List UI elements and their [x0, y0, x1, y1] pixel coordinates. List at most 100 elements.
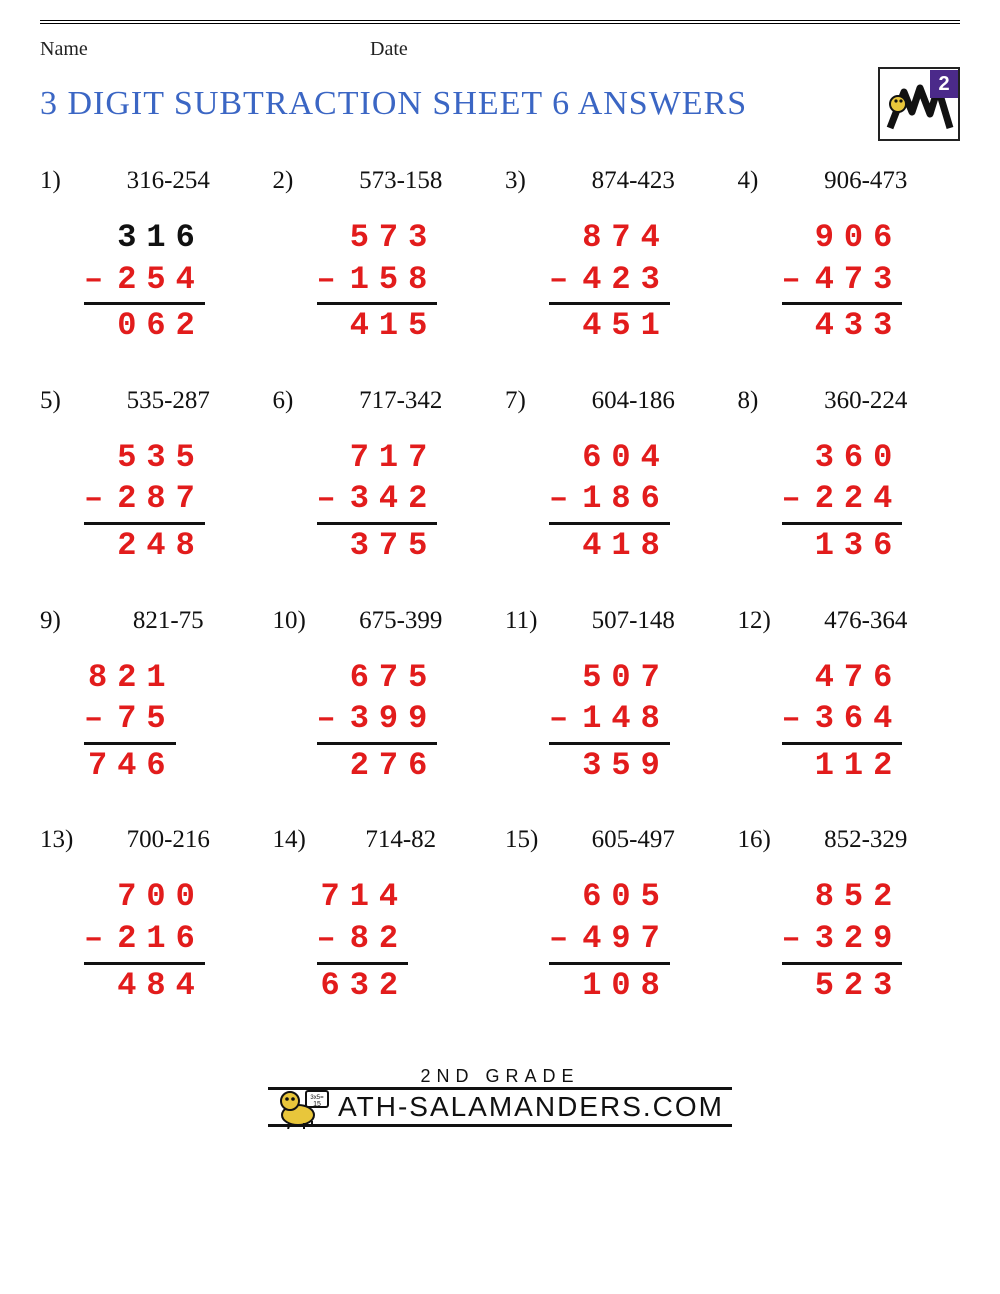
problem-cell: 13)700-216 700–216484 [40, 826, 263, 1006]
problem-header: 4)906-473 [738, 167, 961, 195]
problem-work: 700–216484 [40, 876, 263, 1006]
problem-grid: 1)316-254316–2540622)573-158573–1584153)… [40, 167, 960, 1006]
subtrahend: 75 [117, 698, 175, 740]
problem-cell: 11)507-148507–148359 [505, 607, 728, 787]
difference-answer: 062 [84, 305, 205, 347]
minus-sign: – [317, 698, 336, 740]
minus-sign: – [782, 698, 801, 740]
subtrahend-row: –254 [84, 259, 205, 306]
problem-number: 10) [273, 607, 327, 635]
minuend: 360 [782, 437, 903, 479]
difference-answer: 746 [84, 745, 176, 787]
subtrahend: 148 [582, 698, 670, 740]
difference-answer: 632 [317, 965, 409, 1007]
minus-sign: – [549, 918, 568, 960]
problem-cell: 1)316-254 316–254062 [40, 167, 263, 347]
subtrahend: 399 [350, 698, 438, 740]
difference-answer: 108 [549, 965, 670, 1007]
subtrahend: 254 [117, 259, 205, 301]
problem-work: 573–158415 [273, 217, 496, 347]
minuend: 535 [84, 437, 205, 479]
name-label: Name [40, 38, 370, 61]
minus-sign: – [782, 259, 801, 301]
subtraction-stack: 874–423451 [549, 217, 670, 347]
minuend: 316 [84, 217, 205, 259]
subtrahend-row: –148 [549, 698, 670, 745]
subtrahend-row: –399 [317, 698, 438, 745]
problem-expression: 874-423 [559, 167, 728, 195]
problem-expression: 316-254 [94, 167, 263, 195]
subtrahend: 82 [350, 918, 408, 960]
subtrahend: 216 [117, 918, 205, 960]
worksheet-page: Name Date 3 DIGIT SUBTRACTION SHEET 6 AN… [0, 0, 1000, 1164]
top-rule [40, 20, 960, 24]
subtrahend-row: –75 [84, 698, 176, 745]
problem-header: 3)874-423 [505, 167, 728, 195]
problem-work: 675–399276 [273, 657, 496, 787]
problem-work: 604–186418 [505, 437, 728, 567]
subtrahend: 364 [815, 698, 903, 740]
subtrahend: 224 [815, 478, 903, 520]
subtraction-stack: 604–186418 [549, 437, 670, 567]
difference-answer: 112 [782, 745, 903, 787]
minus-sign: – [317, 478, 336, 520]
difference-answer: 248 [84, 525, 205, 567]
difference-answer: 415 [317, 305, 438, 347]
minuend: 906 [782, 217, 903, 259]
page-footer: 2ND GRADE 3x5= 15 ATH-SALAMANDERS.COM [40, 1066, 960, 1134]
problem-cell: 5)535-287535–287248 [40, 387, 263, 567]
problem-header: 8)360-224 [738, 387, 961, 415]
minuend: 675 [317, 657, 438, 699]
minuend: 852 [782, 876, 903, 918]
problem-expression: 906-473 [792, 167, 961, 195]
problem-number: 1) [40, 167, 94, 195]
subtrahend: 287 [117, 478, 205, 520]
problem-header: 13)700-216 [40, 826, 263, 854]
problem-expression: 476-364 [792, 607, 961, 635]
problem-number: 12) [738, 607, 792, 635]
grade-badge: 2 [930, 70, 958, 98]
title-row: 3 DIGIT SUBTRACTION SHEET 6 ANSWERS 2 [40, 67, 960, 141]
subtraction-stack: 717–342375 [317, 437, 438, 567]
problem-cell: 12)476-364476–364112 [738, 607, 961, 787]
problem-work: 535–287248 [40, 437, 263, 567]
difference-answer: 418 [549, 525, 670, 567]
problem-header: 15)605-497 [505, 826, 728, 854]
problem-cell: 8)360-224360–224136 [738, 387, 961, 567]
subtraction-stack: 906–473433 [782, 217, 903, 347]
minus-sign: – [317, 918, 336, 960]
difference-answer: 375 [317, 525, 438, 567]
problem-work: 874–423451 [505, 217, 728, 347]
problem-cell: 16)852-329852–329523 [738, 826, 961, 1006]
footer-site-banner: 3x5= 15 ATH-SALAMANDERS.COM [268, 1087, 732, 1127]
problem-header: 10)675-399 [273, 607, 496, 635]
minuend: 605 [549, 876, 670, 918]
problem-expression: 605-497 [559, 826, 728, 854]
problem-number: 11) [505, 607, 559, 635]
problem-header: 11)507-148 [505, 607, 728, 635]
subtrahend-row: –158 [317, 259, 438, 306]
subtraction-stack: 675–399276 [317, 657, 438, 787]
problem-work: 605–497108 [505, 876, 728, 1006]
subtraction-stack: 714–82632 [317, 876, 409, 1006]
problem-header: 14)714-82 [273, 826, 496, 854]
problem-cell: 3)874-423 874–423451 [505, 167, 728, 347]
brand-logo: 2 [878, 67, 960, 141]
problem-cell: 7)604-186604–186418 [505, 387, 728, 567]
minus-sign: – [84, 918, 103, 960]
page-title: 3 DIGIT SUBTRACTION SHEET 6 ANSWERS [40, 85, 747, 123]
minus-sign: – [84, 698, 103, 740]
problem-work: 717–342375 [273, 437, 496, 567]
minus-sign: – [84, 259, 103, 301]
minus-sign: – [549, 259, 568, 301]
subtrahend: 186 [582, 478, 670, 520]
problem-work: 714–82632 [273, 876, 496, 1006]
problem-header: 12)476-364 [738, 607, 961, 635]
problem-expression: 360-224 [792, 387, 961, 415]
minus-sign: – [549, 478, 568, 520]
problem-number: 6) [273, 387, 327, 415]
subtrahend-row: –82 [317, 918, 409, 965]
difference-answer: 451 [549, 305, 670, 347]
minuend: 821 [84, 657, 176, 699]
salamander-icon: 3x5= 15 [276, 1085, 332, 1129]
